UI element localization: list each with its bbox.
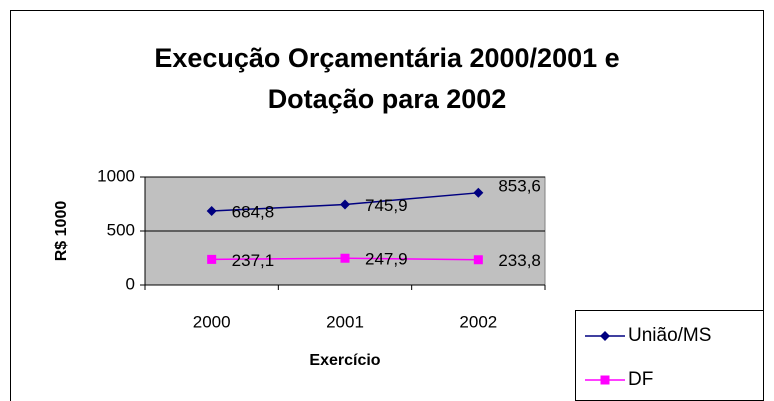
x-tick-label: 2001 — [326, 312, 364, 331]
marker — [473, 255, 483, 265]
marker — [473, 187, 484, 198]
legend — [575, 310, 764, 401]
data-label: 233,8 — [498, 251, 541, 270]
data-label: 684,8 — [232, 203, 275, 222]
marker — [340, 199, 350, 210]
x-tick-label: 2002 — [459, 312, 497, 331]
legend-label: União/MS — [628, 325, 711, 346]
x-axis-title: Exercício — [309, 352, 380, 369]
y-tick-label: 500 — [107, 220, 135, 239]
y-tick-label: 1000 — [97, 166, 135, 185]
data-label: 745,9 — [365, 196, 408, 215]
marker — [206, 206, 217, 217]
y-axis-title: R$ 1000 — [53, 201, 70, 262]
data-label: 247,9 — [365, 250, 408, 269]
legend-marker — [600, 331, 610, 341]
data-label: 853,6 — [498, 176, 541, 195]
data-label: 237,1 — [232, 251, 275, 270]
marker — [207, 254, 217, 264]
chart-title: Execução Orçamentária 2000/2001 e — [154, 43, 619, 73]
legend-marker — [600, 375, 610, 385]
marker — [340, 253, 350, 263]
chart-title: Dotação para 2002 — [268, 84, 507, 114]
y-tick-label: 0 — [126, 274, 135, 293]
legend-label: DF — [628, 369, 653, 390]
x-tick-label: 2000 — [193, 312, 231, 331]
